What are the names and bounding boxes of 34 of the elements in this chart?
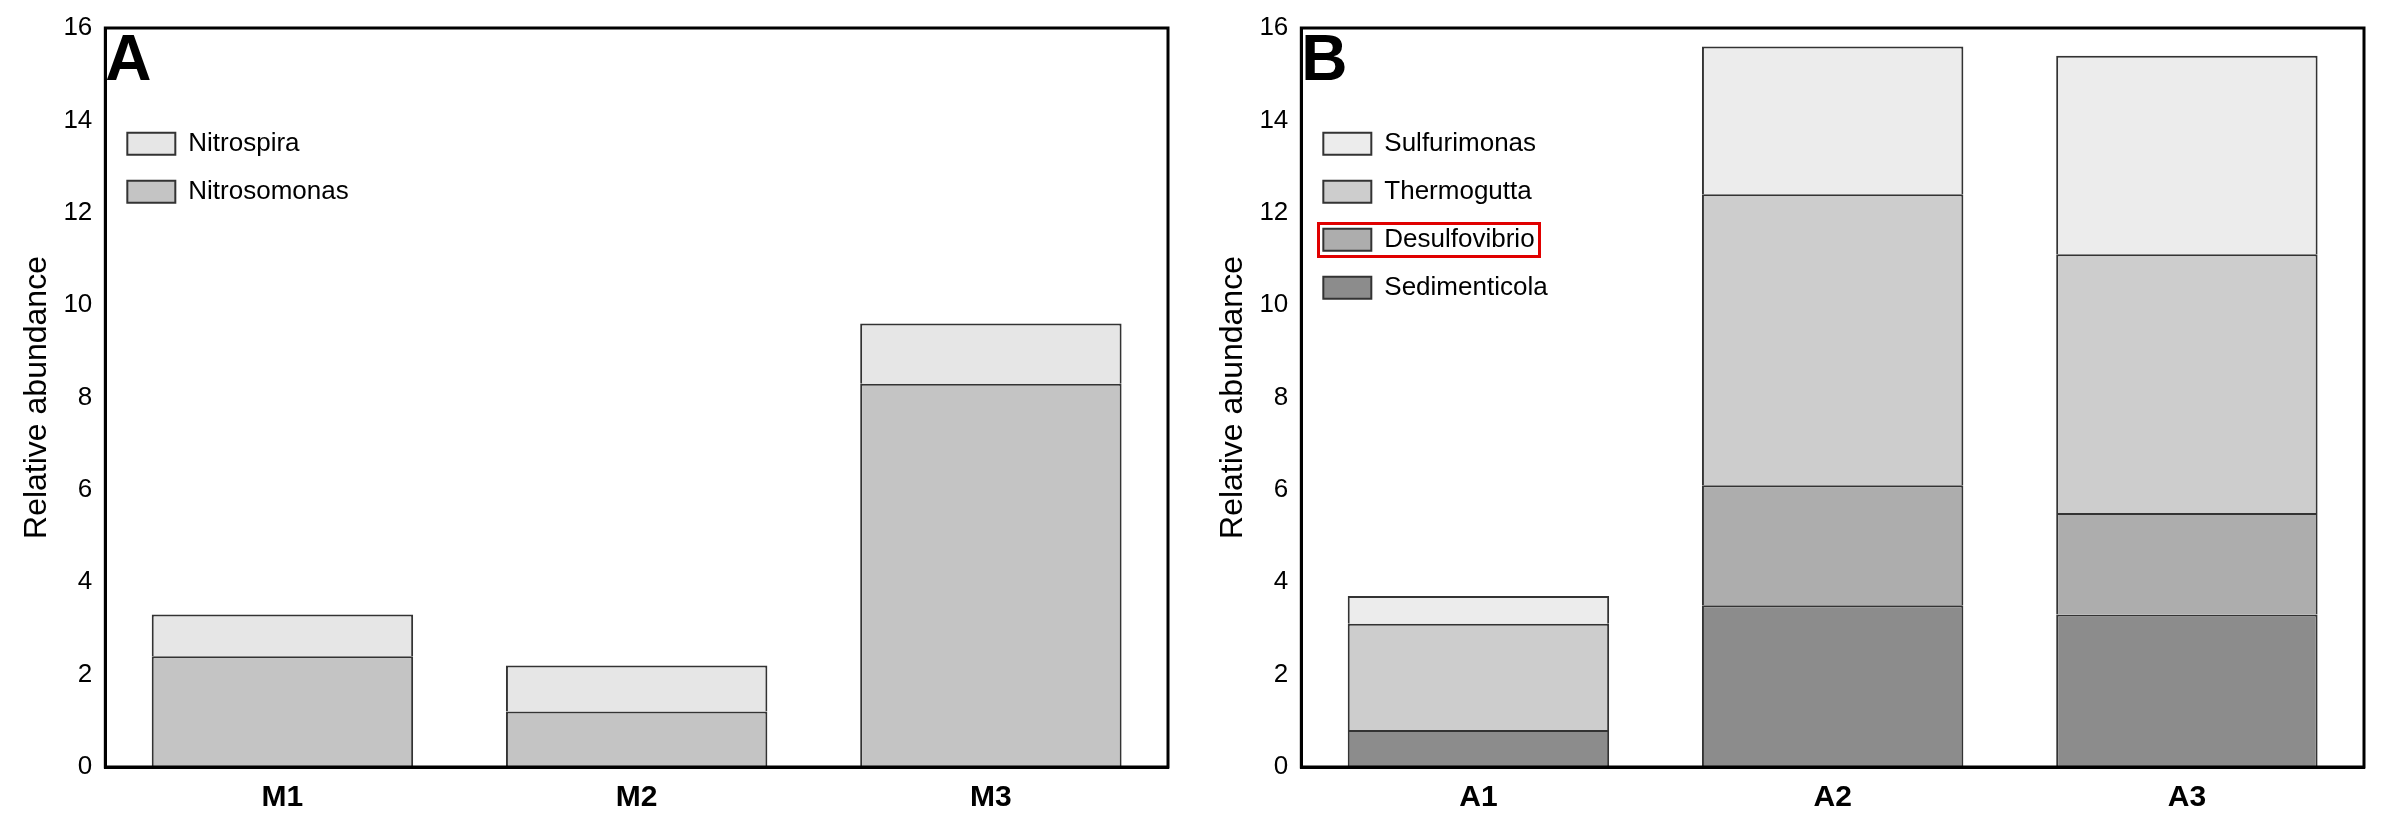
y-tick-label: 2 [77, 657, 93, 688]
x-tick-label: M3 [970, 779, 1012, 813]
y-tick-label: 8 [1273, 380, 1289, 411]
chart-title: A [105, 21, 152, 94]
y-tick-label: 4 [77, 565, 93, 596]
y-tick-label: 6 [77, 473, 93, 504]
chart-title: B [1301, 21, 1348, 94]
legend-label: Desulfovibrio [1384, 222, 1535, 253]
y-tick-label: 14 [63, 103, 93, 134]
y-tick-label: 10 [63, 288, 93, 319]
y-tick-label: 14 [1259, 103, 1289, 134]
x-tick-label: A3 [2167, 779, 2207, 813]
y-tick-label: 12 [63, 195, 93, 226]
y-tick-label: 16 [63, 11, 93, 42]
legend-label: Thermogutta [1384, 174, 1533, 205]
y-tick-label: 0 [77, 750, 93, 781]
y-tick-label: 0 [1273, 750, 1289, 781]
y-tick-label: 6 [1273, 473, 1289, 504]
y-tick-label: 16 [1259, 11, 1289, 42]
y-tick-label: 2 [1273, 657, 1289, 688]
y-axis-title: Relative abundance [17, 256, 54, 539]
legend-label: Nitrospira [188, 126, 301, 157]
x-tick-label: M2 [615, 779, 658, 813]
y-tick-label: 12 [1259, 195, 1289, 226]
x-tick-label: M1 [261, 779, 304, 813]
legend-label: Nitrosomonas [188, 174, 349, 205]
legend-label: Sulfurimonas [1384, 126, 1537, 157]
legend-label: Sedimenticola [1384, 270, 1549, 301]
y-tick-label: 4 [1273, 565, 1289, 596]
x-tick-label: A1 [1459, 779, 1498, 813]
y-tick-label: 8 [77, 380, 93, 411]
y-axis-title: Relative abundance [1213, 256, 1250, 539]
x-tick-label: A2 [1813, 779, 1852, 813]
y-tick-label: 10 [1259, 288, 1289, 319]
